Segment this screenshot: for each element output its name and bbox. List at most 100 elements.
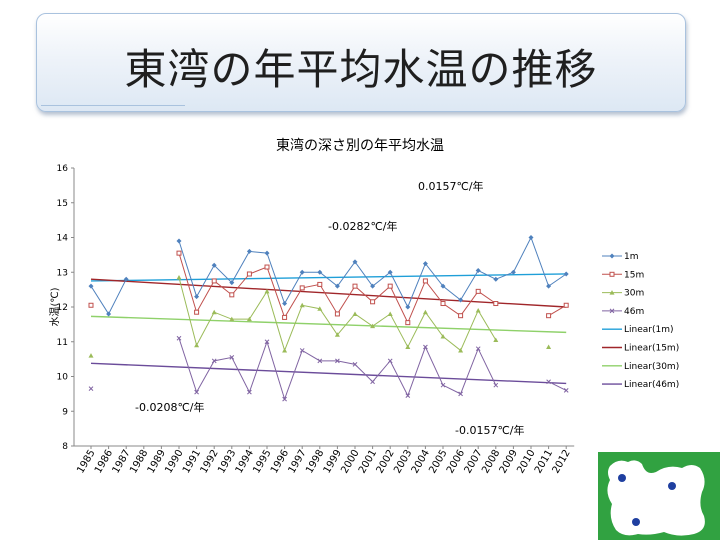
data-point xyxy=(546,313,552,319)
data-point xyxy=(493,276,499,282)
data-point xyxy=(282,347,288,353)
data-point xyxy=(88,302,94,308)
data-point xyxy=(88,283,94,289)
legend-label: Linear(15m) xyxy=(624,344,679,354)
legend-label: 15m xyxy=(624,270,644,280)
data-point xyxy=(194,342,200,348)
series-line-15m xyxy=(548,304,567,317)
annotations: 0.0157℃/年 -0.0282℃/年 -0.0208℃/年 -0.0157℃/年 xyxy=(135,179,525,437)
data-point xyxy=(475,288,481,294)
annotation-30m: -0.0208℃/年 xyxy=(135,400,205,414)
data-point xyxy=(282,314,288,320)
map-station-dot xyxy=(632,518,640,526)
data-point xyxy=(317,281,323,287)
data-point xyxy=(458,313,464,319)
y-tick-label: 10 xyxy=(57,373,69,383)
y-ticks: 16 15 14 13 12 11 10 9 8 xyxy=(57,164,74,452)
legend-item-30m: 30m xyxy=(602,289,644,299)
title-underline xyxy=(41,105,185,106)
data-point xyxy=(440,283,446,289)
y-tick-label: 12 xyxy=(57,303,68,313)
data-point xyxy=(229,280,235,286)
data-point xyxy=(229,292,235,298)
data-point xyxy=(422,278,428,284)
y-tick-label: 9 xyxy=(62,407,68,417)
series xyxy=(88,235,569,402)
data-point xyxy=(510,269,516,275)
data-point xyxy=(194,389,199,395)
data-point xyxy=(352,259,358,265)
data-point xyxy=(405,320,411,326)
data-point xyxy=(176,335,182,341)
data-point xyxy=(387,283,393,289)
series-1m xyxy=(88,235,569,317)
data-point xyxy=(88,353,94,358)
series-15m xyxy=(88,250,569,326)
data-point xyxy=(352,311,358,316)
data-point xyxy=(609,290,615,295)
y-tick-label: 8 xyxy=(62,442,68,452)
data-point xyxy=(563,388,569,393)
data-point xyxy=(475,268,481,274)
data-point xyxy=(317,358,323,364)
legend-item-linear15m: Linear(15m) xyxy=(602,344,679,354)
data-point xyxy=(246,248,252,254)
data-point xyxy=(440,334,446,339)
data-point xyxy=(176,274,182,280)
y-tick-label: 11 xyxy=(57,338,68,348)
data-point xyxy=(563,271,569,277)
data-point xyxy=(440,301,446,307)
data-point xyxy=(370,299,376,305)
data-point xyxy=(352,283,358,289)
data-point xyxy=(264,339,270,345)
series-30m xyxy=(88,274,552,358)
trendline-15m xyxy=(90,278,567,308)
data-point xyxy=(528,235,534,240)
data-point xyxy=(334,311,340,317)
series-46m xyxy=(88,335,569,402)
legend-label: 1m xyxy=(624,252,639,262)
data-point xyxy=(440,382,446,388)
data-point xyxy=(563,302,569,308)
data-point xyxy=(405,304,411,310)
series-line-46m xyxy=(548,381,567,391)
data-point xyxy=(387,358,393,364)
data-point xyxy=(387,269,393,275)
data-point xyxy=(609,271,615,277)
data-point xyxy=(475,346,481,352)
data-point xyxy=(546,344,552,349)
data-point xyxy=(246,316,252,322)
data-point xyxy=(211,309,217,315)
data-point xyxy=(458,391,463,397)
annotation-15m: -0.0282℃/年 xyxy=(328,219,398,233)
map-station-dot xyxy=(618,474,626,482)
y-axis-label-group: 水温(℃) xyxy=(49,287,61,326)
data-point xyxy=(546,379,551,385)
annotation-46m: -0.0157℃/年 xyxy=(455,423,525,437)
data-point xyxy=(88,386,94,392)
data-point xyxy=(229,316,235,322)
legend-item-linear46m: Linear(46m) xyxy=(602,380,679,390)
legend-label: Linear(46m) xyxy=(624,380,679,390)
data-point xyxy=(211,262,217,268)
data-point xyxy=(334,332,340,337)
data-point xyxy=(493,382,499,388)
lake-map-image xyxy=(598,452,720,540)
data-point xyxy=(211,278,217,284)
data-point xyxy=(247,389,252,395)
y-tick-label: 15 xyxy=(57,199,68,209)
data-point xyxy=(475,307,481,313)
trendline-30m xyxy=(90,315,567,334)
legend-label: Linear(1m) xyxy=(624,325,674,335)
data-point xyxy=(106,311,112,317)
trendline-46m xyxy=(90,362,567,385)
legend-item-linear1m: Linear(1m) xyxy=(602,325,674,335)
data-point xyxy=(334,283,340,289)
data-point xyxy=(194,294,200,300)
data-point xyxy=(229,355,235,360)
chart-title: 東湾の深さ別の年平均水温 xyxy=(276,137,444,154)
data-point xyxy=(299,285,305,291)
data-point xyxy=(335,358,340,364)
data-point xyxy=(317,306,323,311)
data-point xyxy=(387,311,393,316)
